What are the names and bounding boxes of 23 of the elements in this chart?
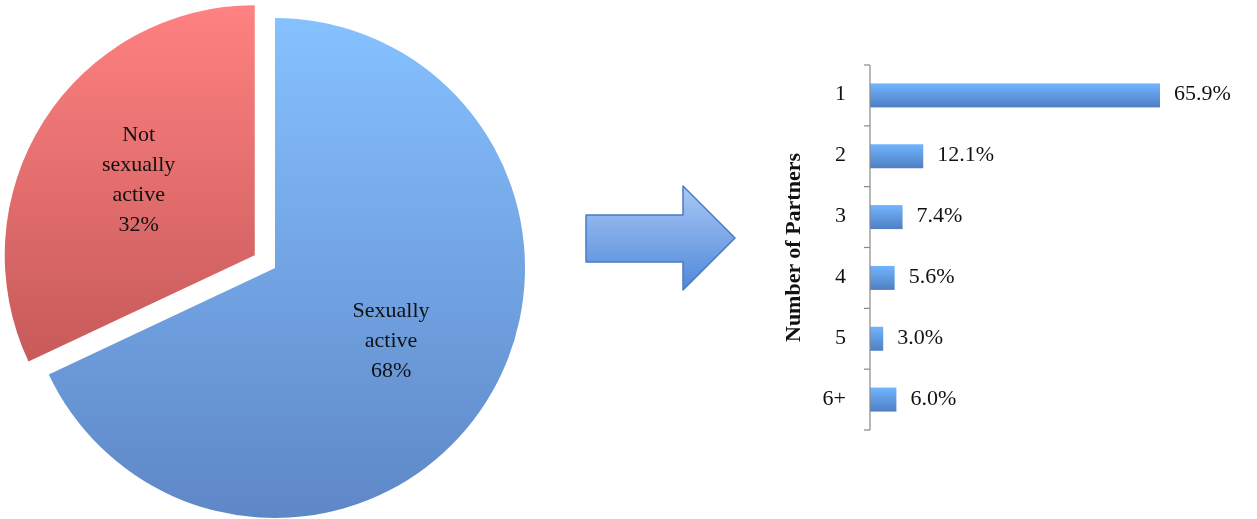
y-tick-label: 5 xyxy=(835,323,846,349)
data-label: 68% xyxy=(370,356,412,382)
bar xyxy=(870,387,897,412)
data-label: 5.6% xyxy=(908,262,955,288)
data-label: 12.1% xyxy=(937,141,995,167)
data-label: 3.0% xyxy=(897,323,944,349)
slice-label: Sexually active xyxy=(352,296,430,352)
data-label: 65.9% xyxy=(1174,80,1231,106)
data-label: 32% xyxy=(118,211,159,237)
y-tick-label: 3 xyxy=(835,202,846,228)
bar xyxy=(870,144,924,169)
data-label: 7.4% xyxy=(916,202,963,228)
slice-label: Not sexually active xyxy=(101,121,176,207)
bar xyxy=(870,326,884,351)
y-tick-label: 6+ xyxy=(822,384,846,410)
y-tick-label: 2 xyxy=(835,141,846,167)
bar xyxy=(870,205,903,230)
y-axis-title: Number of Partners xyxy=(780,152,806,342)
data-label: 6.0% xyxy=(910,384,957,410)
bar xyxy=(870,265,895,290)
bar xyxy=(870,83,1160,108)
y-tick-label: 4 xyxy=(835,262,846,288)
y-tick-label: 1 xyxy=(835,80,846,106)
